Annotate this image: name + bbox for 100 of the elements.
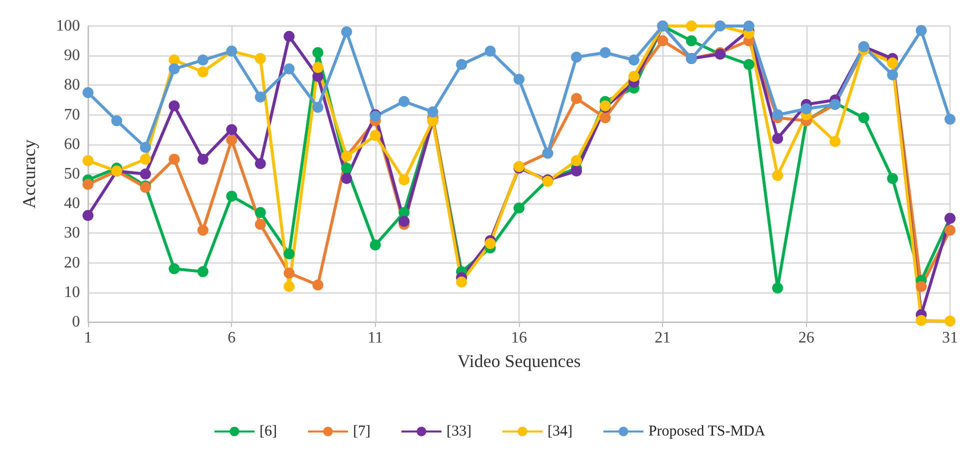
point [140,142,151,153]
point [600,112,611,124]
point [916,315,927,326]
point [226,190,238,202]
y-tick-label: 0 [72,314,80,330]
point [197,54,208,66]
point [197,224,208,236]
point [772,132,784,144]
y-tick-label: 50 [64,166,80,182]
point [398,206,410,218]
point [858,112,870,124]
point [772,109,784,120]
point [772,282,784,294]
point [254,158,266,170]
point [226,124,238,136]
point [284,268,295,279]
point [140,168,151,180]
point [284,30,295,42]
point [916,24,927,36]
x-tick-label: 11 [368,330,384,346]
point [398,96,410,107]
point [284,280,295,292]
point [686,20,697,32]
point [600,47,611,58]
y-tick-label: 60 [64,136,80,153]
point [312,102,324,113]
legend-label: [34] [547,424,572,440]
point [254,206,266,218]
point [254,92,266,103]
point [284,248,295,260]
point [168,263,180,274]
point [168,154,180,165]
point [398,216,410,227]
legend-label: [7] [352,424,370,440]
point [370,130,381,142]
point [140,154,151,165]
point [944,316,956,327]
y-axis-title: Accuracy [19,140,39,208]
y-tick-label: 30 [64,224,80,242]
legend-label: [33] [446,424,472,440]
point [514,202,524,214]
point [657,35,668,46]
x-tick-label: 1 [84,330,92,346]
x-tick-label: 21 [654,330,671,346]
y-tick-label: 90 [64,47,80,64]
point [82,178,94,190]
point [254,53,266,64]
point [456,276,468,288]
y-tick-label: 10 [64,284,80,301]
point [168,63,180,74]
point [570,93,582,104]
y-tick-label: 20 [64,254,80,272]
point [82,155,94,166]
point [628,54,640,66]
point [197,66,208,78]
point [570,52,582,63]
x-tick-label: 26 [798,330,814,346]
point [312,280,324,290]
point [168,54,180,66]
x-tick-label: 16 [511,330,527,346]
point [830,136,841,147]
point [341,26,352,38]
legend-label: [6] [259,424,277,440]
point [944,224,956,236]
y-tick-label: 40 [64,195,80,212]
point [312,47,324,58]
point [743,58,754,70]
x-tick-label: 6 [228,330,236,346]
point [628,70,640,82]
x-axis-title: Video Sequences [457,351,581,371]
point [111,115,122,126]
point [887,172,898,184]
point [341,172,352,184]
y-tick-label: 80 [64,76,80,94]
point [944,114,956,125]
point [484,46,496,57]
point [456,58,468,70]
legend-label: Proposed TS-MDA [648,424,766,440]
point [82,87,94,98]
point [82,210,94,221]
point [570,166,582,177]
point [772,170,784,181]
point [427,106,438,118]
point [312,62,324,73]
point [800,103,812,114]
point [887,58,898,68]
point [197,154,208,165]
point [341,162,352,174]
point [254,218,266,230]
point [916,280,927,292]
point [887,69,898,80]
point [570,155,582,166]
point [168,100,180,112]
point [514,74,524,85]
point [370,240,381,251]
x-tick-label: 31 [942,330,958,346]
point [686,35,697,46]
point [197,266,208,278]
point [398,174,410,186]
y-tick-label: 70 [64,106,80,124]
